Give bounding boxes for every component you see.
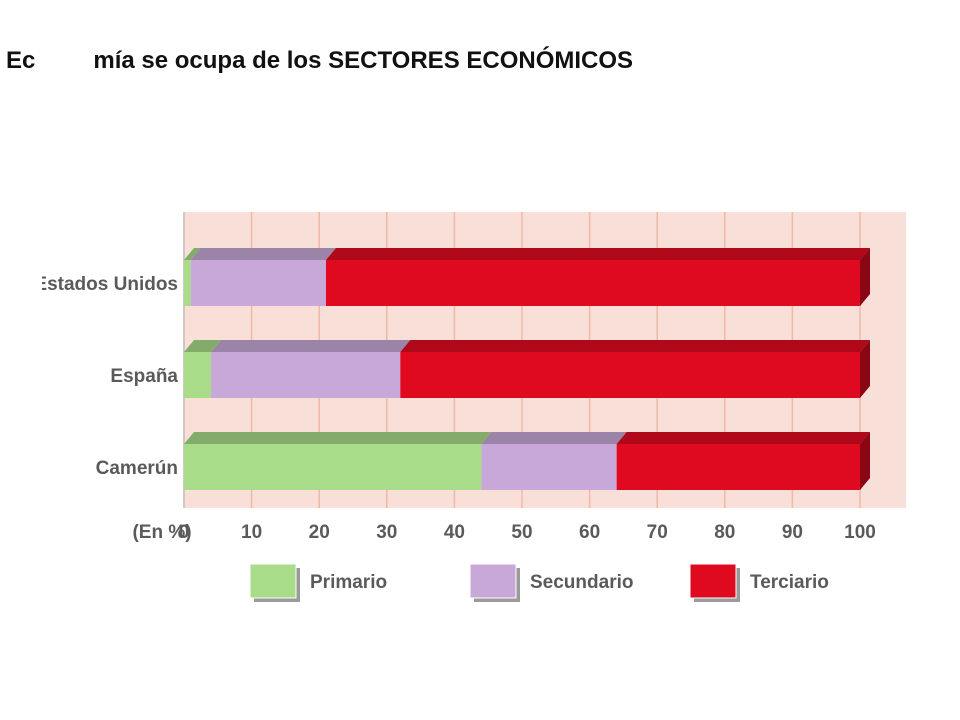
bar-segment [184, 444, 482, 490]
bar-segment [616, 444, 860, 490]
x-tick-label: 40 [444, 522, 465, 543]
bar-top-face [184, 340, 222, 352]
x-tick-label: 70 [647, 522, 668, 543]
axis-unit-label: (En %) [132, 522, 191, 543]
bar-top-face [184, 248, 201, 260]
category-label: España [110, 366, 178, 387]
legend-label: Secundario [530, 572, 633, 593]
x-tick-label: 30 [376, 522, 397, 543]
x-tick-label: 80 [714, 522, 735, 543]
category-label: Estados Unidos [42, 274, 178, 295]
legend-swatch [469, 563, 517, 599]
bar-segment [184, 352, 212, 398]
legend-swatch [689, 563, 737, 599]
x-tick-label: 60 [579, 522, 600, 543]
bar-segment [190, 260, 326, 306]
bar-segment [184, 260, 191, 306]
bar-segment [400, 352, 860, 398]
bar-side-face [860, 340, 870, 398]
x-tick-label: 0 [179, 522, 190, 543]
x-tick-label: 50 [511, 522, 532, 543]
bar-side-face [860, 432, 870, 490]
bar-segment [481, 444, 617, 490]
bar-top-face [400, 340, 870, 352]
bar-top-face [481, 432, 627, 444]
legend-swatch [249, 563, 297, 599]
title-part-rest: mía se ocupa de los SECTORES ECONÓMICOS [93, 47, 634, 74]
title-text: Ec mía se ocupa de los SECTORES ECONÓMICO… [6, 44, 633, 78]
bar-top-face [325, 248, 871, 260]
bar-top-face [616, 432, 870, 444]
category-label: Camerún [96, 458, 178, 479]
x-tick-label: 100 [844, 522, 876, 543]
legend-label: Terciario [750, 572, 829, 593]
bar-segment [211, 352, 401, 398]
bar-top-face [211, 340, 411, 352]
bar-top-face [184, 432, 492, 444]
bar-segment [325, 260, 861, 306]
title-part-start: Ec [6, 47, 36, 74]
chart-svg: Estados Unidos España Camerún (En %)0 10 20 30… [42, 212, 906, 602]
x-tick-label: 90 [782, 522, 803, 543]
sector-chart: Estados Unidos España Camerún (En %) 0 10 20 30… [42, 208, 916, 628]
legend-label: Primario [310, 572, 387, 593]
x-tick-label: 10 [241, 522, 262, 543]
bar-top-face [190, 248, 336, 260]
x-tick-label: 20 [309, 522, 330, 543]
slide-title: Ec mía se ocupa de los SECTORES ECONÓMICO… [0, 44, 960, 84]
bar-side-face [860, 248, 870, 306]
